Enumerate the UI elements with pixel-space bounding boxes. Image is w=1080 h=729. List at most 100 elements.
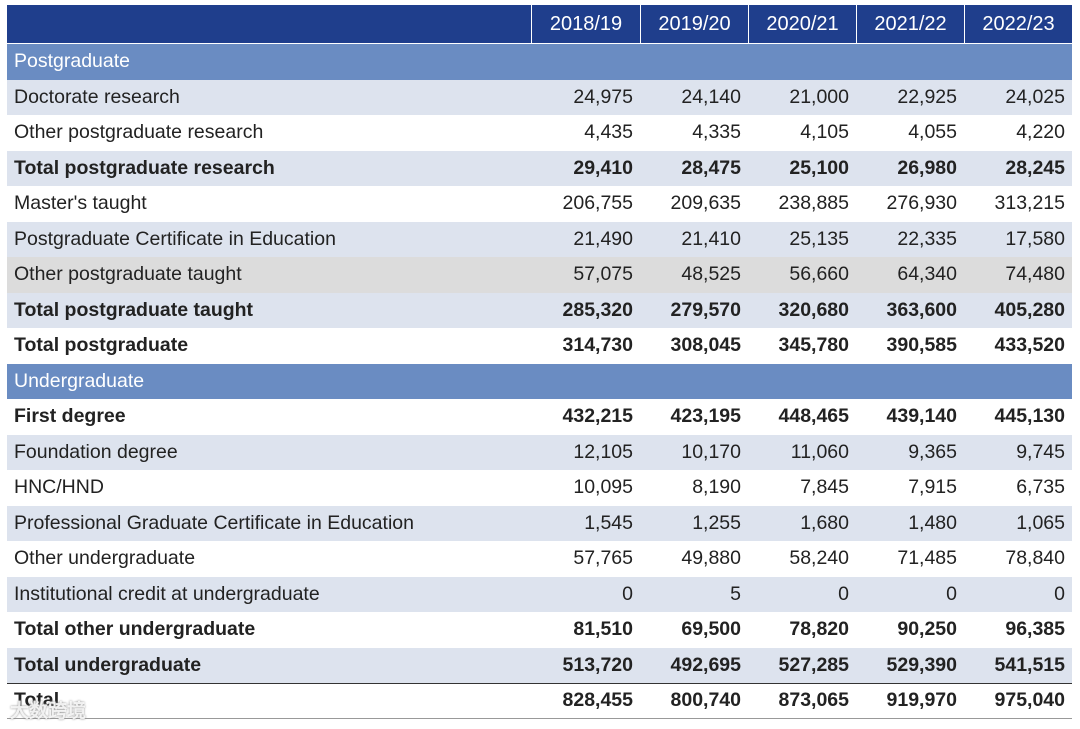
cell-value: 873,065 <box>778 689 850 712</box>
cell-value: 279,570 <box>670 298 742 321</box>
cell-value: 828,455 <box>562 689 634 712</box>
header-blank <box>7 5 532 43</box>
cell-value: 285,320 <box>562 298 634 321</box>
cell-value: 22,925 <box>897 85 957 108</box>
cell-value: 492,695 <box>670 653 742 676</box>
row-label: Professional Graduate Certificate in Edu… <box>14 511 414 534</box>
cell-value: 7,845 <box>800 476 849 499</box>
cell-value: 9,745 <box>1016 440 1065 463</box>
cell-value: 24,140 <box>681 85 741 108</box>
cell-value: 448,465 <box>778 405 850 428</box>
cell-value: 1,680 <box>800 511 849 534</box>
cell-value: 405,280 <box>994 298 1066 321</box>
table-row <box>7 576 1072 612</box>
cell-value: 29,410 <box>573 156 633 179</box>
cell-value: 74,480 <box>1005 263 1065 286</box>
cell-value: 7,915 <box>908 476 957 499</box>
row-label: First degree <box>14 405 126 428</box>
cell-value: 919,970 <box>886 689 958 712</box>
cell-value: 21,490 <box>573 227 633 250</box>
cell-value: 238,885 <box>778 192 850 215</box>
cell-value: 90,250 <box>897 618 957 641</box>
cell-value: 24,975 <box>573 85 633 108</box>
table-row <box>7 79 1072 115</box>
cell-value: 57,765 <box>573 547 633 570</box>
row-label: Other undergraduate <box>14 547 196 570</box>
cell-value: 21,410 <box>681 227 741 250</box>
cell-value: 28,475 <box>681 156 741 179</box>
row-label: Total other undergraduate <box>14 618 256 641</box>
cell-value: 209,635 <box>670 192 742 215</box>
row-label: Institutional credit at undergraduate <box>14 582 320 605</box>
cell-value: 4,335 <box>692 121 741 144</box>
cell-value: 21,000 <box>789 85 849 108</box>
table-row <box>7 399 1072 435</box>
column-header: 2021/22 <box>856 5 964 43</box>
row-label: Total postgraduate taught <box>14 298 254 321</box>
cell-value: 6,735 <box>1016 476 1065 499</box>
table-row <box>7 328 1072 364</box>
cell-value: 25,100 <box>789 156 849 179</box>
cell-value: 439,140 <box>886 405 958 428</box>
cell-value: 1,065 <box>1016 511 1065 534</box>
table-row <box>7 505 1072 541</box>
cell-value: 57,075 <box>573 263 633 286</box>
cell-value: 363,600 <box>886 298 958 321</box>
table-row <box>7 683 1072 719</box>
cell-value: 22,335 <box>897 227 957 250</box>
cell-value: 48,525 <box>681 263 741 286</box>
section-row <box>7 363 1072 399</box>
cell-value: 527,285 <box>778 653 850 676</box>
section-row <box>7 44 1072 80</box>
table-row <box>7 647 1072 683</box>
cell-value: 432,215 <box>562 405 634 428</box>
cell-value: 5 <box>730 582 741 605</box>
cell-value: 206,755 <box>562 192 634 215</box>
cell-value: 0 <box>838 582 849 605</box>
cell-value: 1,255 <box>692 511 741 534</box>
cell-value: 800,740 <box>670 689 742 712</box>
cell-value: 0 <box>946 582 957 605</box>
table-row <box>7 115 1072 151</box>
row-label: Doctorate research <box>14 85 180 108</box>
cell-value: 314,730 <box>562 334 634 357</box>
cell-value: 49,880 <box>681 547 741 570</box>
cell-value: 4,105 <box>800 121 849 144</box>
row-label: Postgraduate Certificate in Education <box>14 227 336 250</box>
row-label: Total <box>14 689 60 712</box>
column-header: 2019/20 <box>640 5 748 43</box>
row-label: HNC/HND <box>14 476 104 499</box>
cell-value: 445,130 <box>994 405 1066 428</box>
cell-value: 4,435 <box>584 121 633 144</box>
cell-value: 513,720 <box>562 653 634 676</box>
header-row <box>7 5 1072 43</box>
cell-value: 541,515 <box>994 653 1066 676</box>
row-label: Master's taught <box>14 192 147 215</box>
section-label: Undergraduate <box>14 369 145 392</box>
cell-value: 433,520 <box>994 334 1066 357</box>
table-row <box>7 221 1072 257</box>
column-header: 2018/19 <box>549 12 623 35</box>
cell-value: 423,195 <box>670 405 742 428</box>
column-header: 2020/21 <box>748 5 856 43</box>
cell-value: 4,220 <box>1016 121 1065 144</box>
cell-value: 56,660 <box>789 263 849 286</box>
cell-value: 276,930 <box>886 192 958 215</box>
cell-value: 26,980 <box>897 156 957 179</box>
section-label: Postgraduate <box>14 50 131 73</box>
watermark: 大数跨境 <box>10 701 87 722</box>
table-row <box>7 150 1072 186</box>
table-row <box>7 612 1072 648</box>
row-label: Total postgraduate research <box>14 156 275 179</box>
cell-value: 1,545 <box>584 511 633 534</box>
cell-value: 69,500 <box>681 618 741 641</box>
cell-value: 975,040 <box>994 689 1066 712</box>
row-label: Foundation degree <box>14 440 178 463</box>
row-label: Total postgraduate <box>14 334 189 357</box>
cell-value: 64,340 <box>897 263 957 286</box>
cell-value: 345,780 <box>778 334 850 357</box>
cell-value: 11,060 <box>790 440 849 463</box>
column-header: 2022/23 <box>964 5 1072 43</box>
row-label: Other postgraduate taught <box>14 263 242 286</box>
cell-value: 0 <box>1054 582 1065 605</box>
